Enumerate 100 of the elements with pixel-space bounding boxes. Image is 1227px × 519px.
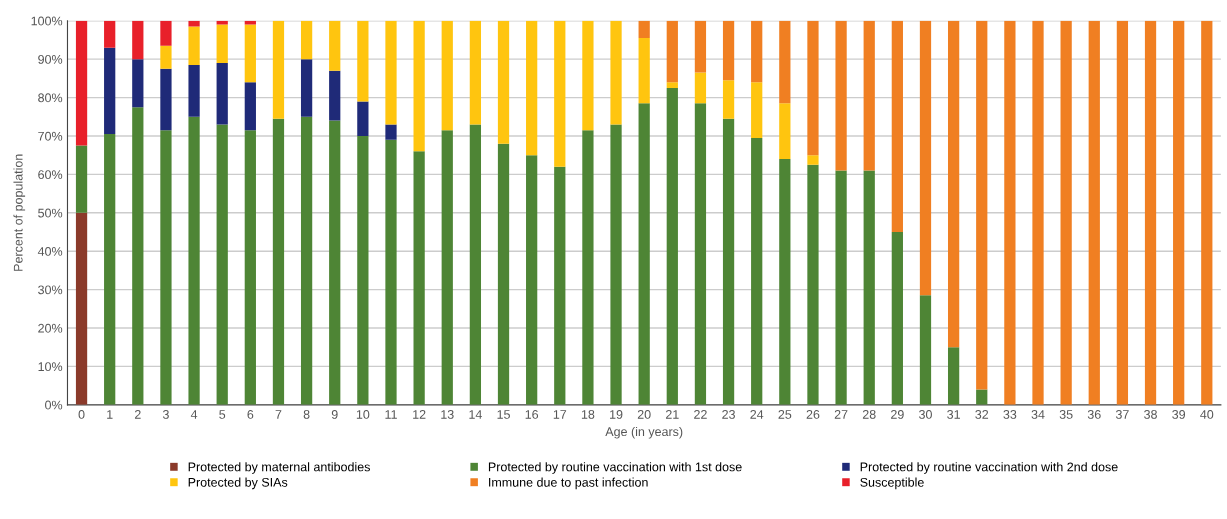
x-tick-label: 15 [497, 410, 510, 419]
x-tick-label: 10 [356, 410, 370, 419]
bar [751, 82, 763, 138]
x-tick-label: 9 [331, 410, 338, 419]
x-tick-label: 20 [637, 410, 651, 419]
x-tick-label: 2 [134, 410, 141, 419]
bar [272, 20, 285, 119]
bar [779, 103, 791, 160]
x-tick-label: 22 [694, 410, 707, 419]
x-tick-label: 6 [247, 410, 254, 419]
x-tick-label: 31 [947, 410, 960, 419]
bar [807, 20, 819, 156]
bar [160, 45, 172, 69]
bar [807, 155, 819, 165]
x-tick-label: 24 [750, 410, 764, 419]
bar [751, 137, 763, 405]
bar [104, 20, 116, 48]
bar [160, 20, 172, 46]
bar [188, 26, 200, 65]
x-axis-title: Age (in years) [605, 426, 683, 439]
x-tick-label: 16 [525, 410, 539, 419]
bar [919, 20, 932, 296]
bar [610, 20, 622, 125]
bar [1088, 20, 1100, 405]
bar [413, 20, 425, 152]
x-tick-label: 32 [975, 410, 989, 419]
bar [722, 80, 735, 119]
x-tick-label: 33 [1003, 410, 1017, 419]
y-tick-label: 100% [31, 16, 63, 26]
bar [132, 20, 144, 60]
bar [385, 124, 397, 140]
bar [329, 70, 341, 121]
bar [385, 139, 397, 405]
bar [779, 159, 791, 405]
x-tick-label: 39 [1172, 410, 1186, 419]
bar [216, 124, 228, 405]
bar [1032, 20, 1044, 405]
legend-label: Protected by maternal antibodies [188, 462, 370, 474]
bar [441, 130, 453, 405]
bar [216, 24, 228, 64]
x-tick-label: 28 [862, 410, 876, 419]
bar [385, 20, 397, 125]
bar [807, 164, 819, 405]
bar [638, 103, 650, 405]
y-tick-label: 60% [38, 170, 63, 180]
bar [554, 20, 566, 167]
bar [835, 20, 847, 171]
x-tick-label: 40 [1200, 410, 1214, 419]
bar [497, 20, 510, 144]
x-tick-label: 38 [1144, 410, 1157, 419]
x-tick-label: 3 [162, 410, 169, 419]
bar [666, 87, 678, 405]
x-tick-label: 0 [78, 410, 85, 419]
bar [329, 120, 341, 405]
bar [469, 20, 482, 125]
legend-label: Immune due to past infection [489, 477, 648, 490]
x-tick-label: 37 [1115, 410, 1129, 419]
x-tick-label: 14 [469, 410, 482, 419]
y-tick-label: 30% [38, 285, 63, 295]
bar [75, 212, 88, 405]
bar [1173, 20, 1185, 405]
bar [891, 231, 903, 405]
bar [469, 124, 482, 405]
x-tick-label: 36 [1087, 410, 1101, 419]
x-tick-label: 26 [806, 410, 820, 419]
bar [976, 20, 988, 390]
bar [188, 64, 200, 117]
bar [582, 130, 594, 405]
bar [188, 116, 200, 405]
y-tick-label: 50% [38, 208, 63, 218]
bar [244, 82, 256, 131]
y-tick-label: 80% [38, 93, 63, 103]
y-tick-label: 10% [38, 362, 63, 372]
legend-label: Protected by SIAs [188, 477, 288, 490]
bar [1004, 20, 1016, 405]
bar [272, 118, 285, 405]
bar [891, 20, 903, 232]
bar [863, 20, 875, 171]
bar [863, 170, 875, 405]
bar [132, 107, 144, 405]
bar [694, 20, 707, 73]
bar [554, 166, 566, 405]
bar [441, 20, 453, 131]
x-tick-label: 25 [778, 410, 792, 419]
y-tick-label: 40% [37, 247, 63, 256]
bar [666, 82, 678, 88]
x-tick-label: 27 [834, 410, 848, 419]
bar [1144, 20, 1157, 405]
bar [947, 347, 960, 405]
x-tick-label: 12 [413, 410, 426, 419]
x-tick-label: 7 [275, 410, 282, 419]
bar [497, 143, 510, 405]
legend-label: Protected by routine vaccination with 2nd dose [860, 462, 1118, 474]
bar [329, 20, 341, 71]
y-tick-label: 70% [38, 131, 63, 141]
bar [357, 20, 369, 102]
bar [976, 389, 988, 405]
bar [300, 59, 313, 117]
y-axis-title: Percent of population [13, 154, 26, 271]
bar [919, 295, 932, 405]
